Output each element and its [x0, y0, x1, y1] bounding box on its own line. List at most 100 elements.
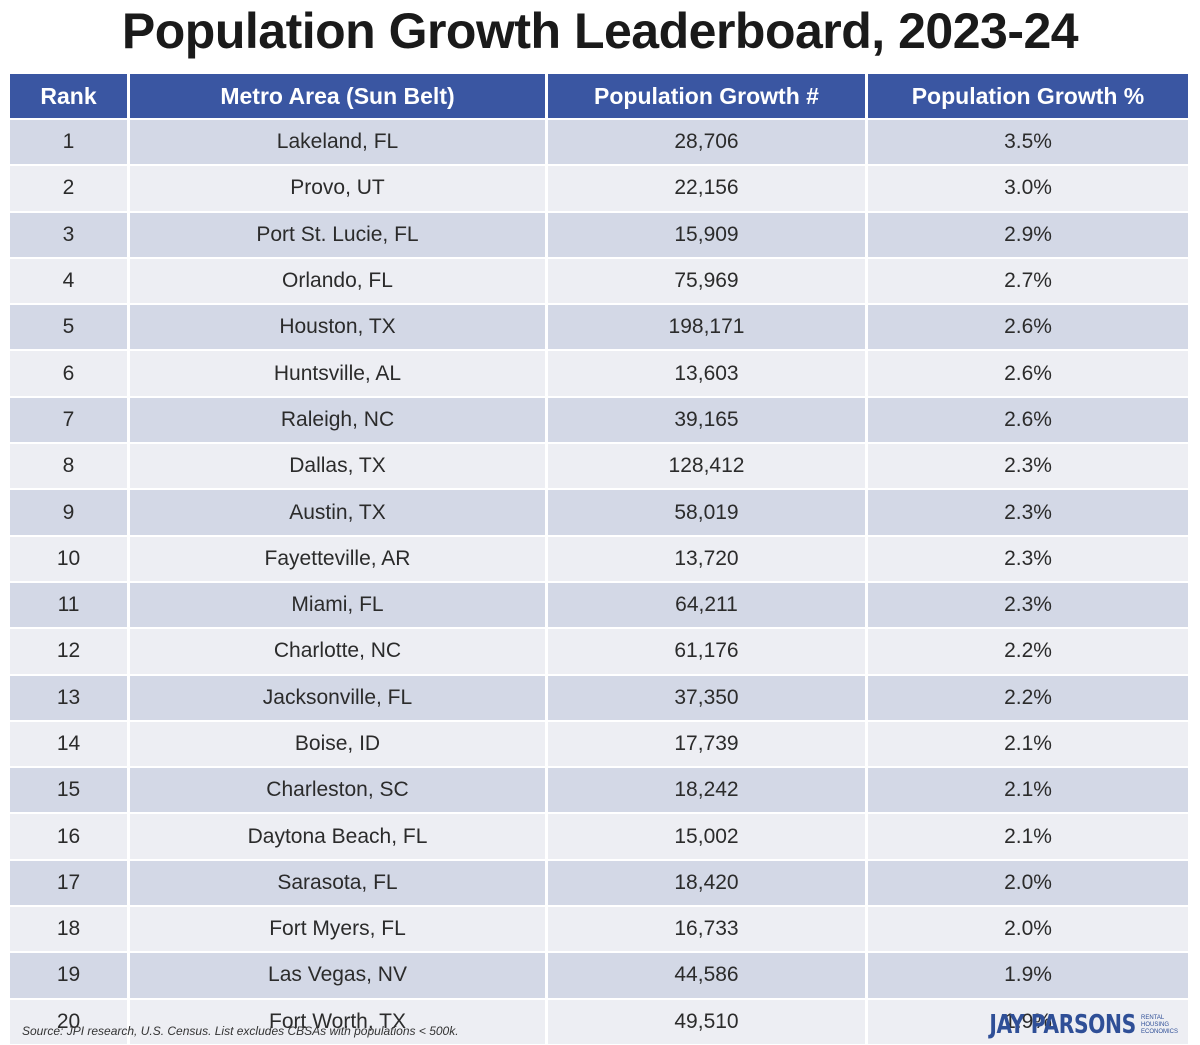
brand-tag-line: Housing — [1140, 1021, 1169, 1028]
cell-population-growth-percent: 3.0% — [868, 164, 1188, 211]
cell-population-growth-number: 61,176 — [548, 627, 868, 674]
cell-population-growth-number: 13,720 — [548, 534, 868, 581]
cell-population-growth-number: 37,350 — [548, 673, 868, 720]
cell-population-growth-number: 39,165 — [548, 395, 868, 443]
cell-rank: 9 — [10, 488, 130, 535]
table-row: 11 Miami, FL 64,211 2.3% — [10, 580, 1188, 628]
cell-population-growth-number: 28,706 — [548, 118, 868, 165]
cell-rank: 1 — [10, 118, 130, 165]
cell-metro-area: Jacksonville, FL — [130, 673, 548, 720]
brand-tag-line: Rental — [1140, 1014, 1165, 1021]
table-row: 19 Las Vegas, NV 44,586 1.9% — [10, 951, 1188, 998]
table-row: 9 Austin, TX 58,019 2.3% — [10, 488, 1188, 535]
cell-metro-area: Provo, UT — [130, 164, 548, 211]
cell-population-growth-percent: 2.6% — [868, 349, 1188, 396]
cell-population-growth-percent: 1.9% — [868, 951, 1188, 998]
chart-title: Population Growth Leaderboard, 2023-24 — [121, 3, 1079, 59]
table-row: 3 Port St. Lucie, FL 15,909 2.9% — [10, 210, 1188, 257]
table-row: 8 Dallas, TX 128,412 2.3% — [10, 442, 1188, 489]
cell-population-growth-percent: 3.5% — [868, 118, 1188, 165]
table-row: 2 Provo, UT 22,156 3.0% — [10, 164, 1188, 211]
table-row: 13 Jacksonville, FL 37,350 2.2% — [10, 673, 1188, 720]
cell-metro-area: Dallas, TX — [130, 442, 548, 489]
cell-rank: 14 — [10, 719, 130, 767]
table-row: 10 Fayetteville, AR 13,720 2.3% — [10, 534, 1188, 581]
table-row: 6 Huntsville, AL 13,603 2.6% — [10, 349, 1188, 396]
brand-tagline: Rental Housing Economics — [1141, 1015, 1178, 1036]
brand-logo: JAY PARSONS Rental Housing Economics — [948, 1010, 1178, 1040]
cell-population-growth-number: 128,412 — [548, 442, 868, 489]
table-row: 12 Charlotte, NC 61,176 2.2% — [10, 627, 1188, 674]
table-row: 1 Lakeland, FL 28,706 3.5% — [10, 118, 1188, 165]
cell-population-growth-percent: 1.9% — [868, 997, 1188, 1044]
cell-metro-area: Daytona Beach, FL — [130, 812, 548, 859]
cell-population-growth-number: 75,969 — [548, 256, 868, 304]
table-row: 7 Raleigh, NC 39,165 2.6% — [10, 395, 1188, 443]
table-body: 1 Lakeland, FL 28,706 3.5% 2 Provo, UT 22,156 3… — [10, 118, 1188, 1044]
cell-rank: 18 — [10, 905, 130, 952]
table-row: 4 Orlando, FL 75,969 2.7% — [10, 256, 1188, 304]
cell-metro-area: Lakeland, FL — [130, 118, 548, 165]
cell-metro-area: Charlotte, NC — [130, 627, 548, 674]
cell-rank: 11 — [10, 580, 130, 628]
cell-population-growth-percent: 2.3% — [868, 534, 1188, 581]
cell-population-growth-number: 16,733 — [548, 905, 868, 952]
cell-metro-area: Fort Worth, TX — [130, 997, 548, 1044]
cell-metro-area: Houston, TX — [130, 303, 548, 350]
brand-tag-line: Economics — [1140, 1028, 1178, 1035]
table-row: 17 Sarasota, FL 18,420 2.0% — [10, 858, 1188, 906]
table-row: 18 Fort Myers, FL 16,733 2.0% — [10, 905, 1188, 952]
cell-metro-area: Fort Myers, FL — [130, 905, 548, 952]
cell-population-growth-number: 198,171 — [548, 303, 868, 350]
cell-population-growth-number: 44,586 — [548, 951, 868, 998]
cell-population-growth-percent: 2.6% — [868, 395, 1188, 443]
cell-rank: 16 — [10, 812, 130, 859]
cell-population-growth-number: 22,156 — [548, 164, 868, 211]
table-row: 15 Charleston, SC 18,242 2.1% — [10, 766, 1188, 813]
cell-population-growth-percent: 2.9% — [868, 210, 1188, 257]
cell-rank: 2 — [10, 164, 130, 211]
cell-metro-area: Huntsville, AL — [130, 349, 548, 396]
table-row: 14 Boise, ID 17,739 2.1% — [10, 719, 1188, 767]
cell-rank: 20 — [10, 997, 130, 1044]
cell-metro-area: Miami, FL — [130, 580, 548, 628]
cell-population-growth-percent: 2.1% — [868, 812, 1188, 859]
cell-population-growth-number: 18,242 — [548, 766, 868, 813]
cell-metro-area: Austin, TX — [130, 488, 548, 535]
cell-rank: 13 — [10, 673, 130, 720]
cell-metro-area: Port St. Lucie, FL — [130, 210, 548, 257]
cell-metro-area: Sarasota, FL — [130, 858, 548, 906]
cell-population-growth-number: 64,211 — [548, 580, 868, 628]
header-row: Rank Metro Area (Sun Belt) Population Gr… — [10, 74, 1188, 118]
cell-rank: 7 — [10, 395, 130, 443]
cell-rank: 4 — [10, 256, 130, 304]
cell-population-growth-percent: 2.2% — [868, 627, 1188, 674]
table-row: 20 Fort Worth, TX 49,510 1.9% — [10, 997, 1188, 1044]
cell-population-growth-percent: 2.3% — [868, 488, 1188, 535]
cell-rank: 3 — [10, 210, 130, 257]
cell-metro-area: Charleston, SC — [130, 766, 548, 813]
cell-population-growth-percent: 2.0% — [868, 858, 1188, 906]
cell-population-growth-number: 15,002 — [548, 812, 868, 859]
cell-rank: 15 — [10, 766, 130, 813]
cell-population-growth-number: 49,510 — [548, 997, 868, 1044]
cell-metro-area: Boise, ID — [130, 719, 548, 767]
cell-population-growth-number: 17,739 — [548, 719, 868, 767]
cell-rank: 8 — [10, 442, 130, 489]
cell-population-growth-percent: 2.3% — [868, 442, 1188, 489]
cell-population-growth-percent: 2.2% — [868, 673, 1188, 720]
cell-population-growth-number: 13,603 — [548, 349, 868, 396]
cell-population-growth-percent: 2.1% — [868, 766, 1188, 813]
cell-population-growth-percent: 2.3% — [868, 580, 1188, 628]
cell-rank: 10 — [10, 534, 130, 581]
cell-metro-area: Las Vegas, NV — [130, 951, 548, 998]
cell-population-growth-number: 58,019 — [548, 488, 868, 535]
column-header-rank: Rank — [10, 74, 130, 118]
cell-rank: 19 — [10, 951, 130, 998]
cell-rank: 5 — [10, 303, 130, 350]
cell-population-growth-percent: 2.7% — [868, 256, 1188, 304]
column-header-growth-percent: Population Growth % — [868, 74, 1188, 118]
column-header-metro: Metro Area (Sun Belt) — [130, 74, 548, 118]
cell-metro-area: Orlando, FL — [130, 256, 548, 304]
table-row: 5 Houston, TX 198,171 2.6% — [10, 303, 1188, 350]
